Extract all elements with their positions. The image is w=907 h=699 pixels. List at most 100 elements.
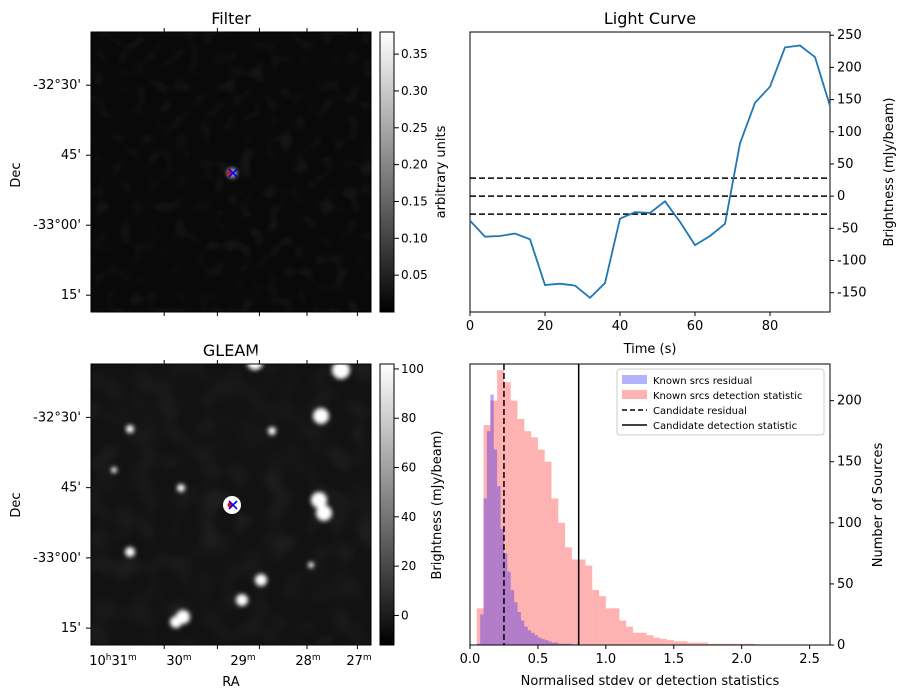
gleam-background-source [125, 547, 135, 557]
histogram-x-tick-label: 0.5 [528, 652, 549, 667]
gleam-background-source [126, 425, 134, 433]
histogram-bar-detection [660, 638, 667, 645]
gleam-background-source [247, 354, 263, 370]
histogram-bar-detection [707, 643, 715, 645]
histogram-bar-detection [741, 643, 749, 645]
histogram-bar-residual [517, 612, 521, 645]
histogram-bar-detection [680, 641, 688, 645]
legend-swatch [622, 390, 647, 399]
gleam-background-source [111, 467, 117, 473]
filter-dec-tick-label: 45' [61, 148, 81, 163]
histogram-bar-detection [497, 370, 504, 645]
gleam-background-source [308, 562, 314, 568]
histogram-y-tick-label: 0 [837, 638, 845, 653]
lightcurve-y-tick-label: 150 [837, 93, 862, 108]
filter-dec-tick-label: -33°00' [33, 218, 81, 233]
histogram-bar-residual [561, 643, 566, 645]
gleam-ra-tick-label: 30m [166, 653, 191, 669]
filter-colorbar-tick-label: 0.25 [401, 121, 428, 135]
lightcurve-y-tick-label: -50 [837, 221, 858, 236]
histogram-bar-residual [497, 486, 501, 645]
gleam-background-source [255, 574, 267, 586]
gleam-ylabel: Dec [9, 492, 24, 517]
histogram-bar-detection [694, 642, 701, 645]
gleam-background-source [332, 361, 350, 379]
gleam-colorbar-tick-label: 60 [401, 461, 416, 475]
lightcurve-y-tick-label: -150 [837, 286, 867, 301]
histogram-bar-residual [527, 630, 532, 645]
histogram-bar-detection [721, 643, 729, 645]
histogram-xlabel: Normalised stdev or detection statistics [521, 674, 780, 689]
gleam-ra-tick-label: 29m [230, 653, 255, 669]
filter-colorbar-label: arbitrary units [434, 125, 449, 218]
gleam-dec-tick-label: -32°30' [33, 410, 81, 425]
gleam-colorbar [379, 363, 395, 646]
lightcurve-y-tick-label: 0 [837, 189, 845, 204]
histogram-bar-detection [687, 642, 695, 645]
filter-colorbar [379, 31, 395, 313]
gleam-ra-tick-label: 10h31m [89, 653, 137, 669]
histogram-bar-residual [483, 498, 487, 645]
gleam-xlabel: RA [222, 675, 240, 690]
filter-colorbar-tick-label: 0.30 [401, 84, 428, 98]
legend-swatch [622, 375, 647, 384]
histogram-bar-detection [531, 437, 538, 645]
gleam-colorbar-tick-label: 0 [401, 608, 409, 622]
histogram-bar-residual [544, 640, 549, 645]
histogram-bar-detection [544, 461, 552, 645]
histogram-bar-residual [514, 602, 518, 645]
gleam-ra-tick-label: 28m [295, 653, 320, 669]
histogram-bar-detection [673, 641, 681, 645]
histogram-bar-detection [510, 400, 518, 645]
histogram-bar-detection [571, 559, 579, 645]
histogram-bar-detection [599, 596, 606, 645]
histogram-bar-detection [714, 643, 722, 645]
histogram-bar-detection [551, 498, 559, 645]
legend-box [616, 368, 825, 436]
histogram-y-tick-label: 100 [837, 516, 862, 531]
gleam-title: GLEAM [203, 341, 259, 360]
lightcurve-y-tick-label: 200 [837, 60, 862, 75]
histogram-bar-residual [500, 528, 504, 645]
lightcurve-x-tick-label: 0 [466, 319, 474, 334]
legend-label: Known srcs detection statistic [653, 391, 802, 402]
histogram-bar-detection [483, 425, 491, 645]
gleam-panel: GLEAM -32°30' 45' -33°00' 15' 10h31m 30m 29m 2… [9, 341, 445, 690]
histogram-legend: Known srcs residual Known srcs detection … [616, 368, 825, 436]
histogram-bar-residual [524, 626, 528, 645]
filter-colorbar-tick-label: 0.05 [401, 268, 428, 282]
histogram-bar-detection [728, 643, 735, 645]
histogram-bar-detection [639, 632, 647, 645]
histogram-bar-residual [565, 643, 569, 645]
filter-title: Filter [211, 9, 251, 28]
histogram-bar-detection [578, 559, 586, 645]
gleam-colorbar-tick-label: 80 [401, 411, 416, 425]
gleam-background-source [236, 594, 248, 606]
histogram-bar-detection [666, 640, 674, 645]
gleam-background-source [177, 484, 185, 492]
lightcurve-x-tick-label: 60 [687, 319, 704, 334]
gleam-background-source [316, 505, 332, 521]
histogram-bar-detection [633, 632, 640, 645]
lightcurve-xlabel: Time (s) [623, 342, 677, 357]
filter-ylabel: Dec [9, 162, 24, 187]
histogram-panel: 0.0 0.5 1.0 1.5 2.0 2.5 0 50 100 150 200 Normalis… [460, 363, 886, 689]
gleam-colorbar-label: Brightness (mJy/beam) [430, 431, 445, 580]
lightcurve-series-line [469, 44, 831, 300]
histogram-x-tick-label: 1.0 [596, 652, 617, 667]
histogram-bar-detection [517, 418, 525, 645]
histogram-bar-residual [534, 635, 538, 645]
histogram-bar-detection [605, 608, 613, 645]
histogram-bar-detection [612, 608, 620, 645]
legend-label: Candidate detection statistic [653, 421, 797, 432]
histogram-bar-residual [503, 553, 508, 645]
histogram-ylabel: Number of Sources [871, 443, 886, 568]
lightcurve-title: Light Curve [604, 9, 696, 28]
histogram-bar-detection [700, 642, 708, 645]
filter-dec-tick-label: 15' [61, 288, 81, 303]
histogram-bar-detection [503, 382, 511, 645]
histogram-bar-detection [619, 620, 627, 645]
histogram-bar-detection [734, 643, 742, 645]
histogram-bar-detection [585, 565, 593, 645]
